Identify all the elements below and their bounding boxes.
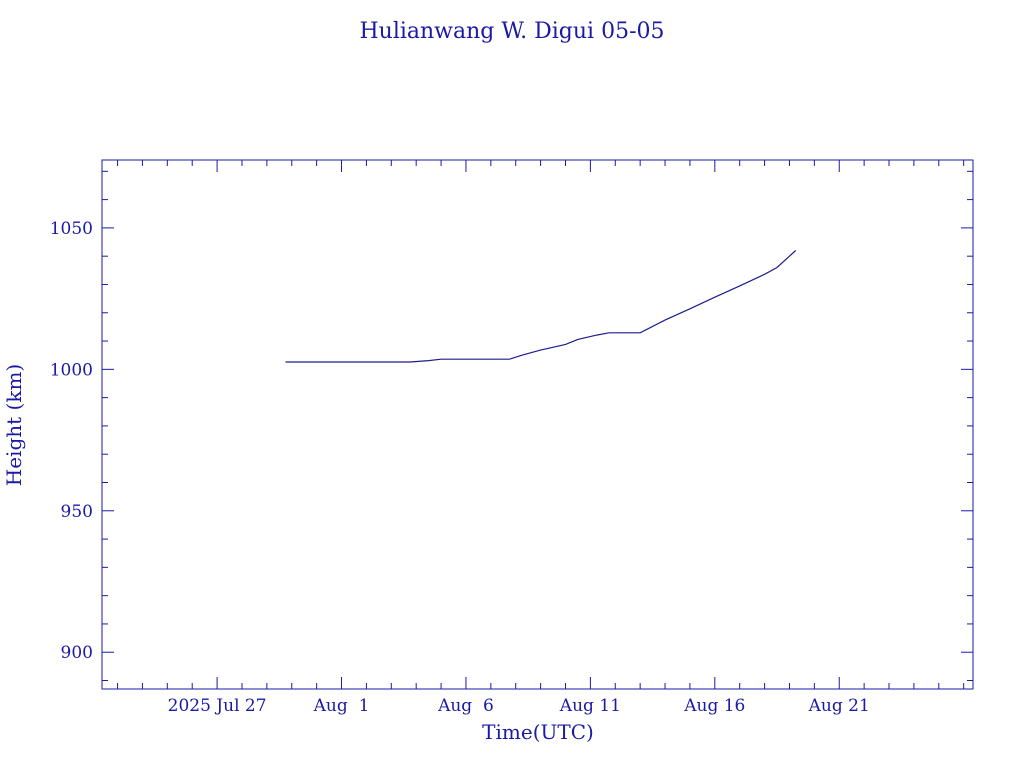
x-tick-label: Aug 1 — [313, 696, 370, 716]
x-tick-label: Aug 11 — [559, 696, 621, 716]
tick-labels: 2025 Jul 27 Aug 1 Aug 6 Aug 11 Aug 16 Aug 21 9… — [50, 219, 870, 716]
x-tick-label: Aug 16 — [683, 696, 745, 716]
y-tick-label: 1050 — [50, 219, 93, 239]
x-tick-label: 2025 Jul 27 — [168, 696, 267, 716]
plot-frame — [101, 159, 974, 690]
x-axis-label: Time(UTC) — [482, 720, 594, 744]
y-tick-label: 1000 — [50, 360, 93, 380]
chart-title: Hulianwang W. Digui 05-05 — [359, 19, 664, 44]
x-tick-label: Aug 6 — [437, 696, 494, 716]
y-tick-label: 900 — [61, 643, 93, 663]
x-tick-label: Aug 21 — [808, 696, 870, 716]
y-axis-label: Height (km) — [2, 364, 26, 486]
y-tick-label: 950 — [61, 502, 93, 522]
axis-ticks — [102, 160, 973, 689]
series-line — [285, 250, 797, 363]
